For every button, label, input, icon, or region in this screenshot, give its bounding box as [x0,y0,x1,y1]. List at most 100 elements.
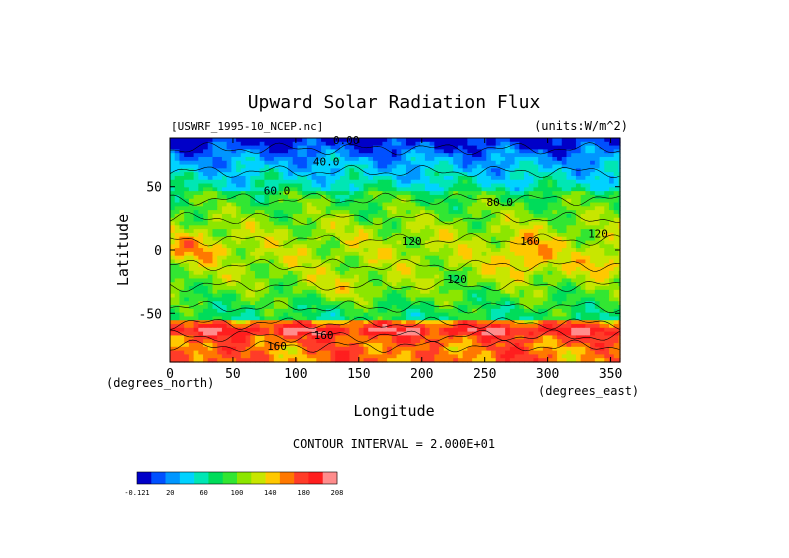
heatmap-cell [226,244,232,249]
heatmap-cell [269,217,275,223]
heatmap-cell [306,324,313,329]
heatmap-cell [203,289,209,295]
heatmap-cell [552,278,558,283]
heatmap-cell [462,305,468,310]
heatmap-cell [264,229,270,234]
heatmap-cell [514,183,520,188]
heatmap-cell [203,145,209,150]
heatmap-cell [372,145,379,150]
heatmap-cell [613,145,620,150]
heatmap-cell [486,312,492,318]
heatmap-cell [462,289,468,295]
heatmap-cell [363,320,369,325]
heatmap-cell [434,145,440,150]
heatmap-cell [585,251,591,257]
heatmap-cell [486,267,492,272]
heatmap-cell [533,244,539,249]
heatmap-cell [434,206,440,211]
heatmap-cell [283,293,289,299]
heatmap-cell [424,236,431,242]
heatmap-cell [240,149,247,154]
heatmap-cell [443,255,450,261]
heatmap-cell [292,274,299,280]
heatmap-cell [538,183,544,188]
heatmap-cell [481,293,487,299]
heatmap-cell [349,168,355,173]
heatmap-cell [273,270,280,276]
heatmap-cell [174,149,181,154]
heatmap-cell [557,175,563,181]
heatmap-cell [472,183,478,188]
heatmap-cell [453,278,459,283]
heatmap-cell [236,312,242,318]
heatmap-cell [377,244,384,249]
heatmap-cell [297,297,303,302]
heatmap-cell [377,179,384,185]
heatmap-cell [462,221,468,226]
heatmap-cell [505,172,511,177]
heatmap-cell [571,289,577,295]
heatmap-cell [259,206,266,211]
heatmap-cell [254,297,261,302]
heatmap-cell [462,320,468,325]
heatmap-cell [472,164,478,169]
heatmap-cell [325,248,332,253]
heatmap-cell [561,324,568,329]
heatmap-cell [344,191,350,196]
heatmap-cell [604,221,610,226]
heatmap-cell [608,248,615,253]
heatmap-cell [486,324,492,329]
heatmap-cell [368,324,374,329]
heatmap-cell [604,229,610,234]
heatmap-cell [500,244,506,249]
heatmap-cell [316,259,322,264]
heatmap-cell [505,240,511,245]
heatmap-cell [604,263,610,268]
heatmap-cell [396,324,402,329]
heatmap-cell [481,194,487,200]
heatmap-cell [330,301,336,306]
heatmap-cell [571,221,577,226]
heatmap-cell [273,282,280,287]
heatmap-cell [207,286,214,291]
heatmap-cell [424,312,431,318]
heatmap-cell [533,172,539,177]
heatmap-cell [212,251,218,257]
heatmap-cell [363,274,369,280]
heatmap-cell [490,217,497,223]
heatmap-cell [269,202,275,207]
heatmap-cell [590,179,596,185]
heatmap-cell [542,198,549,204]
heatmap-cell [590,145,596,150]
heatmap-cell [613,278,620,283]
heatmap-cell [302,164,308,169]
heatmap-cell [358,221,365,226]
heatmap-cell [524,153,530,158]
heatmap-cell [245,229,251,234]
heatmap-cell [528,305,535,310]
heatmap-cell [575,202,582,207]
heatmap-cell [377,138,384,143]
heatmap-cell [552,213,558,219]
heatmap-cell [198,312,204,318]
heatmap-cell [245,316,251,321]
heatmap-cell [297,138,303,143]
heatmap-cell [203,308,209,314]
heatmap-cell [500,198,506,204]
heatmap-cell [354,194,360,200]
heatmap-cell [396,164,402,169]
heatmap-cell [561,293,568,299]
heatmap-cell [269,175,275,181]
heatmap-cell [439,138,445,143]
heatmap-cell [193,153,199,158]
heatmap-cell [401,236,407,242]
heatmap-cell [613,274,620,280]
heatmap-cell [462,168,468,173]
heatmap-cell [231,149,237,154]
heatmap-cell [552,210,558,215]
heatmap-cell [439,308,445,314]
heatmap-cell [514,172,520,177]
heatmap-cell [292,183,299,188]
heatmap-cell [259,164,266,169]
heatmap-cell [358,289,365,295]
